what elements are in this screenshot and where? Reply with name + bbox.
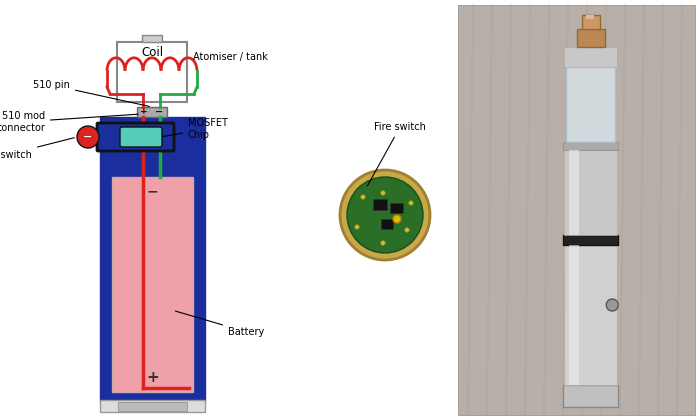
Bar (564, 245, 617, 385)
Text: 510 mod
connector: 510 mod connector (0, 111, 138, 133)
Text: −: − (147, 184, 158, 198)
Circle shape (393, 215, 401, 223)
Bar (117, 42, 187, 102)
Bar (564, 142, 618, 150)
Bar (586, 15, 594, 19)
Circle shape (355, 225, 359, 229)
Bar (112, 177, 193, 392)
Text: −: − (83, 132, 92, 142)
Bar (582, 15, 600, 29)
Circle shape (340, 170, 430, 260)
Circle shape (409, 201, 413, 205)
Text: +: + (146, 370, 159, 386)
Circle shape (77, 126, 99, 148)
Circle shape (347, 177, 423, 253)
Bar (564, 47, 617, 67)
Text: Atomiser / tank: Atomiser / tank (193, 52, 268, 62)
Circle shape (405, 228, 409, 232)
Bar (137, 107, 167, 117)
Bar (577, 29, 605, 47)
Bar (566, 67, 615, 142)
Bar (100, 117, 205, 402)
Bar (458, 5, 695, 415)
Text: Fire switch: Fire switch (368, 122, 426, 186)
Bar (118, 402, 187, 411)
FancyBboxPatch shape (120, 127, 162, 147)
Bar (390, 203, 403, 213)
Bar (569, 150, 579, 235)
Text: Coil: Coil (141, 45, 163, 58)
Circle shape (381, 191, 385, 195)
Circle shape (381, 241, 385, 245)
Bar (564, 235, 618, 245)
Bar (381, 219, 393, 229)
Text: 510 pin: 510 pin (33, 80, 149, 106)
Text: −: − (155, 107, 163, 117)
Bar (564, 385, 618, 407)
Bar (569, 245, 579, 385)
Circle shape (606, 299, 618, 311)
Text: +: + (140, 108, 148, 116)
Text: Fire switch: Fire switch (0, 138, 74, 160)
Bar (142, 35, 162, 42)
Text: MOSFET
Chip: MOSFET Chip (162, 118, 228, 140)
Bar (373, 199, 387, 210)
Text: Battery: Battery (176, 311, 265, 337)
Bar (564, 150, 617, 235)
Bar (100, 400, 205, 412)
FancyBboxPatch shape (97, 123, 174, 151)
Circle shape (360, 195, 365, 199)
